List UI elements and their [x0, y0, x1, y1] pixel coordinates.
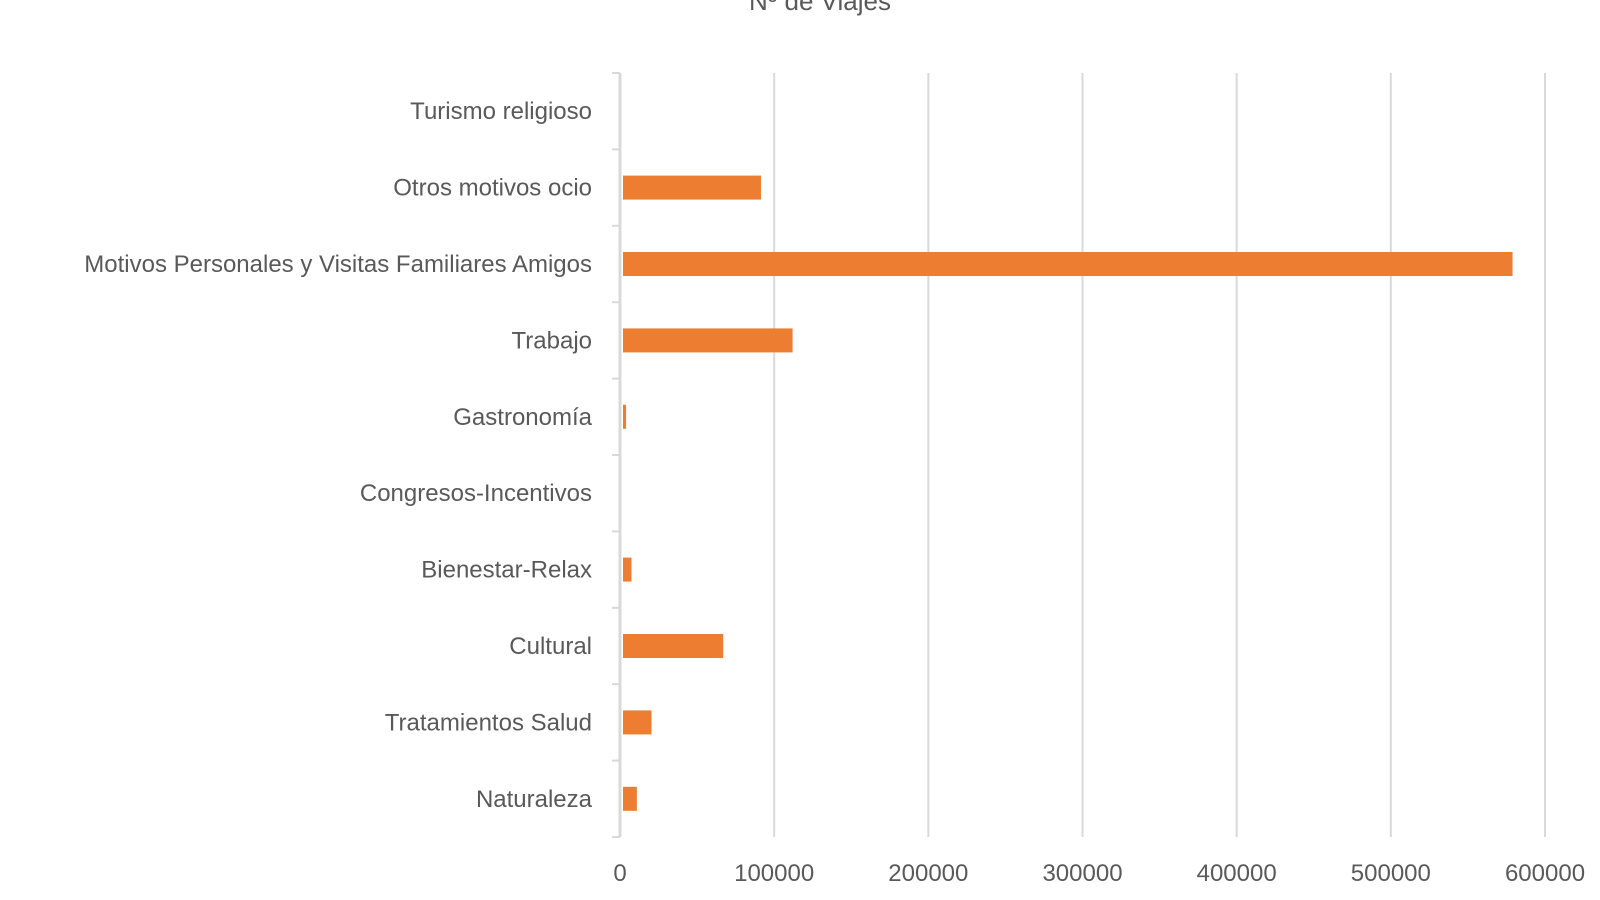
category-label: Otros motivos ocio [393, 175, 592, 202]
category-label: Gastronomía [453, 404, 592, 431]
category-label: Congresos-Incentivos [360, 480, 592, 507]
x-tick-label: 0 [613, 860, 626, 887]
bar [623, 786, 637, 811]
bar [623, 328, 793, 353]
x-tick-label: 100000 [734, 860, 814, 887]
category-label: Motivos Personales y Visitas Familiares … [84, 251, 592, 278]
bar [623, 557, 632, 582]
category-label: Tratamientos Salud [385, 709, 592, 736]
x-tick-label: 200000 [888, 860, 968, 887]
category-label: Bienestar-Relax [421, 557, 592, 584]
bar [623, 634, 724, 658]
category-label: Turismo religioso [410, 98, 592, 125]
x-tick-label: 600000 [1505, 860, 1585, 887]
x-tick-label: 400000 [1197, 860, 1277, 887]
bar [623, 175, 761, 200]
bar [623, 710, 652, 735]
x-tick-label: 300000 [1042, 860, 1122, 887]
category-label: Cultural [509, 633, 592, 660]
category-label: Naturaleza [476, 786, 593, 813]
x-tick-label: 500000 [1351, 860, 1431, 887]
chart-title: Nº de Viajes [749, 0, 891, 16]
bar [623, 252, 1513, 276]
category-label: Trabajo [512, 327, 592, 354]
bar [623, 404, 627, 429]
